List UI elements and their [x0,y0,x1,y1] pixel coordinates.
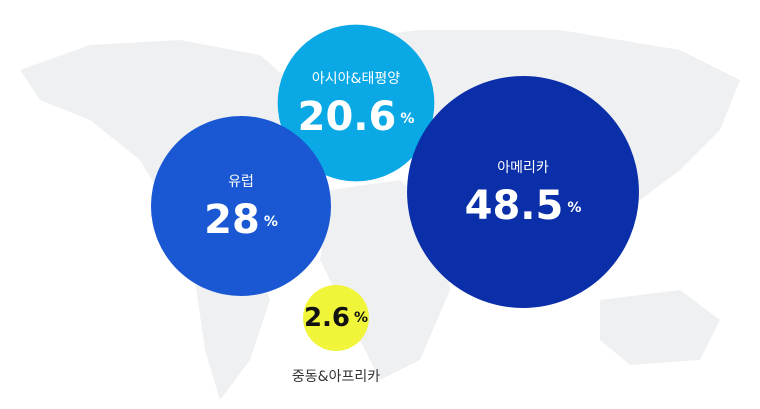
value-label: 20.6% [298,94,415,140]
value-unit: % [264,214,278,230]
value-label: 28% [204,197,278,243]
bubble-label: 중동&아프리카 [292,369,380,385]
bubble-label: 아메리카 [497,160,549,176]
value-number: 2.6 [304,303,350,333]
value-number: 20.6 [298,94,397,140]
value-number: 28 [204,197,260,243]
bubble-label: 아시아&태평양 [312,71,400,87]
value-number: 48.5 [465,183,564,229]
value-label: 48.5% [465,183,582,229]
value-unit: % [354,310,368,326]
bubble [407,76,639,308]
value-unit: % [567,200,581,216]
bubble [303,285,369,351]
value-unit: % [400,111,414,127]
bubble-label: 유럽 [228,174,254,190]
bubble [277,24,435,182]
value-label: 2.6% [304,303,368,333]
bubble [150,115,332,297]
